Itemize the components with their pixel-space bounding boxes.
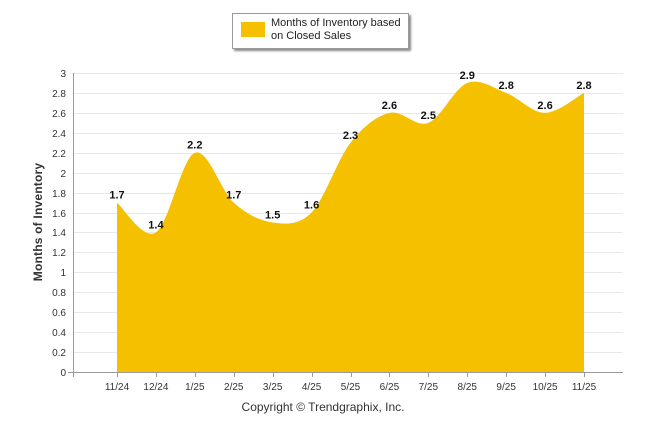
y-tick-label: 1.8 [52,189,66,200]
y-tick-label: 0.8 [52,288,66,299]
y-tick-label: 0.4 [52,328,66,339]
x-tick-label: 5/25 [341,382,361,393]
x-tick-label: 3/25 [263,382,283,393]
y-tick-label: 1.6 [52,209,66,220]
data-label: 2.8 [576,80,591,92]
area-series [117,81,584,373]
y-tick-label: 1 [60,268,66,279]
data-label: 2.8 [499,80,514,92]
area-fill [117,81,584,373]
legend-label: Months of Inventory based on Closed Sale… [271,17,401,42]
x-tick-label: 11/24 [105,382,130,393]
x-tick-label: 6/25 [380,382,400,393]
data-label: 2.9 [460,70,475,82]
data-label: 2.5 [421,110,436,122]
copyright-footer: Copyright © Trendgraphix, Inc. [241,400,405,414]
data-label: 1.4 [148,219,164,231]
y-tick-label: 2.2 [52,149,66,160]
data-label: 1.6 [304,200,319,212]
y-tick-label: 2 [60,169,66,180]
x-tick-label: 7/25 [419,382,439,393]
legend-swatch [241,22,265,37]
y-tick-label: 2.8 [52,89,66,100]
data-label: 1.7 [109,190,124,202]
y-tick-label: 0.6 [52,308,66,319]
x-tick-label: 10/25 [533,382,558,393]
x-tick-label: 12/24 [143,382,168,393]
x-tick-label: 1/25 [185,382,205,393]
data-label: 1.7 [226,190,241,202]
axes [68,73,623,377]
y-tick-label: 0.2 [52,348,66,359]
y-tick-label: 1.2 [52,248,66,259]
data-label: 2.2 [187,140,202,152]
data-label: 1.5 [265,210,280,222]
y-tick-labels: 0 0.2 0.4 0.6 0.8 1 1.2 1.4 1.6 1.8 2 2.2 2.4 2.6 2.8 3 [52,69,66,379]
x-tick-label: 11/25 [572,382,597,393]
y-tick-label: 2.6 [52,109,66,120]
x-tick-label: 8/25 [458,382,478,393]
y-tick-label: 0 [60,368,66,379]
x-tick-label: 2/25 [224,382,244,393]
y-tick-label: 1.4 [52,228,66,239]
data-labels: 1.7 1.4 2.2 1.7 1.5 1.6 2.3 2.6 2.5 2.9 2.8 2.6 2.8 [109,70,591,231]
x-tick-labels: 11/24 12/24 1/25 2/25 3/25 4/25 5/25 6/25 7/25 8/… [105,382,597,393]
data-label: 2.3 [343,130,358,142]
y-tick-label: 3 [60,69,66,80]
x-tick-label: 9/25 [496,382,516,393]
legend: Months of Inventory based on Closed Sale… [232,13,409,49]
y-tick-label: 2.4 [52,129,66,140]
y-axis-label: Months of Inventory [31,162,45,282]
data-label: 2.6 [382,100,397,112]
data-label: 2.6 [537,100,552,112]
x-tick-label: 4/25 [302,382,322,393]
